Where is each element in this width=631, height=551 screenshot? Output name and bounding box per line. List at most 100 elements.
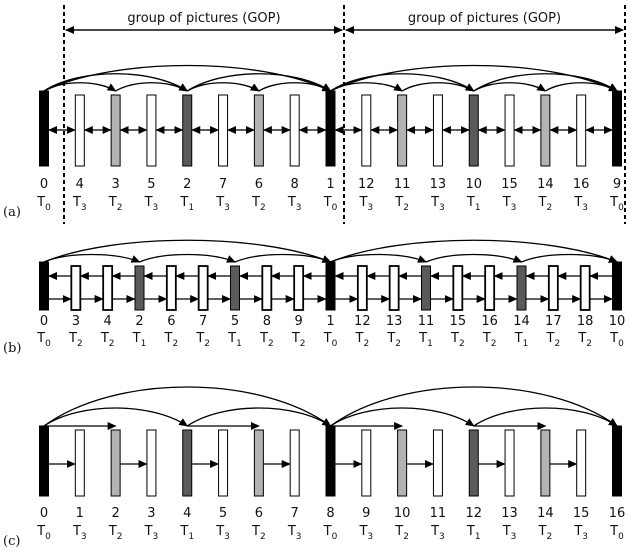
frame-number: 13 [386, 314, 403, 329]
frame [504, 429, 515, 497]
frame-number: 15 [450, 314, 467, 329]
temporal-level-label: T1 [132, 331, 147, 349]
panel-b: 0 T0 3 T2 4 T2 2 T1 6 T2 7 T2 5 T1 8 T2 9 T2 1 T0 12 T2 13 T2 11… [3, 239, 625, 356]
temporal-level-label: T0 [36, 331, 51, 349]
prediction-arc [473, 82, 547, 92]
panel-label: (c) [3, 534, 20, 549]
frame-number: 8 [326, 506, 334, 521]
frame [579, 265, 591, 311]
temporal-level-label: T3 [573, 195, 588, 213]
frame-number: 12 [354, 314, 371, 329]
frame-number: 3 [72, 314, 80, 329]
temporal-level-label: T0 [323, 524, 338, 542]
frame-number: 16 [573, 177, 590, 192]
frame-number: 10 [394, 506, 411, 521]
temporal-level-label: T3 [144, 195, 159, 213]
frame-number: 7 [199, 314, 207, 329]
frame [289, 429, 300, 497]
prediction-arc [330, 239, 618, 263]
temporal-level-label: T2 [538, 195, 553, 213]
temporal-level-label: T1 [514, 331, 529, 349]
frame-number: 14 [537, 177, 554, 192]
temporal-level-label: T2 [68, 331, 83, 349]
prediction-arc [401, 82, 475, 92]
frame [74, 429, 85, 497]
temporal-level-label: T3 [287, 195, 302, 213]
temporal-level-label: T2 [251, 195, 266, 213]
prediction-arc [43, 82, 117, 92]
frame [547, 265, 559, 311]
frame [253, 94, 264, 167]
temporal-level-label: T3 [358, 195, 373, 213]
temporal-level-label: T1 [418, 331, 433, 349]
temporal-level-label: T0 [323, 195, 338, 213]
frame-number: 15 [501, 177, 518, 192]
frame-number: 0 [40, 506, 48, 521]
frame [289, 94, 300, 167]
frame-number: 17 [545, 314, 562, 329]
temporal-level-label: T1 [179, 524, 194, 542]
frame [468, 94, 479, 167]
frame-number: 6 [167, 314, 175, 329]
prediction-arc [43, 73, 189, 92]
frame-number: 9 [295, 314, 303, 329]
prediction-arc [330, 407, 475, 427]
panel-label: (b) [3, 341, 21, 356]
frame [397, 94, 408, 167]
prediction-arc [139, 253, 236, 263]
frame-number: 15 [573, 506, 590, 521]
prediction-arc [43, 407, 189, 427]
frame [516, 265, 527, 311]
key-frame [39, 90, 49, 167]
frame-number: 2 [111, 506, 119, 521]
temporal-level-label: T3 [215, 524, 230, 542]
temporal-level-label: T0 [609, 331, 624, 349]
frame [146, 94, 157, 167]
key-frame [39, 261, 49, 311]
frame [218, 94, 229, 167]
frame-number: 7 [291, 506, 299, 521]
frame [110, 94, 121, 167]
prediction-arc [330, 64, 618, 92]
frame [540, 94, 551, 167]
frame [146, 429, 157, 497]
gop-label: group of pictures (GOP) [127, 11, 280, 26]
prediction-arc [330, 82, 403, 92]
prediction-arc [545, 82, 618, 92]
temporal-level-label: T3 [430, 524, 445, 542]
prediction-arc [330, 253, 427, 263]
frame-number: 0 [40, 177, 48, 192]
temporal-level-label: T3 [358, 524, 373, 542]
temporal-level-label: T3 [144, 524, 159, 542]
frame [197, 265, 209, 311]
frame-number: 11 [394, 177, 411, 192]
frame [432, 94, 443, 167]
frame-number: 9 [362, 506, 370, 521]
temporal-level-label: T1 [466, 524, 481, 542]
frame-number: 18 [577, 314, 594, 329]
frame [361, 429, 372, 497]
frame-number: 16 [481, 314, 498, 329]
prediction-arc [258, 82, 332, 92]
temporal-level-label: T2 [538, 524, 553, 542]
frame [356, 265, 368, 311]
key-frame [325, 425, 336, 497]
prediction-arc [473, 407, 618, 427]
frame-number: 0 [40, 314, 48, 329]
prediction-arc [43, 64, 332, 92]
frame-number: 12 [358, 177, 375, 192]
temporal-level-label: T0 [36, 524, 51, 542]
temporal-level-label: T0 [323, 331, 338, 349]
temporal-level-label: T2 [450, 331, 465, 349]
prediction-arc [115, 82, 189, 92]
temporal-level-label: T3 [502, 195, 517, 213]
frame-number: 8 [291, 177, 299, 192]
frame [468, 429, 479, 497]
prediction-arc [43, 253, 141, 263]
temporal-level-label: T0 [609, 195, 624, 213]
frame [484, 265, 496, 311]
frame [70, 265, 82, 311]
prediction-arc [186, 407, 332, 427]
frame-number: 8 [263, 314, 271, 329]
frame-number: 14 [513, 314, 530, 329]
